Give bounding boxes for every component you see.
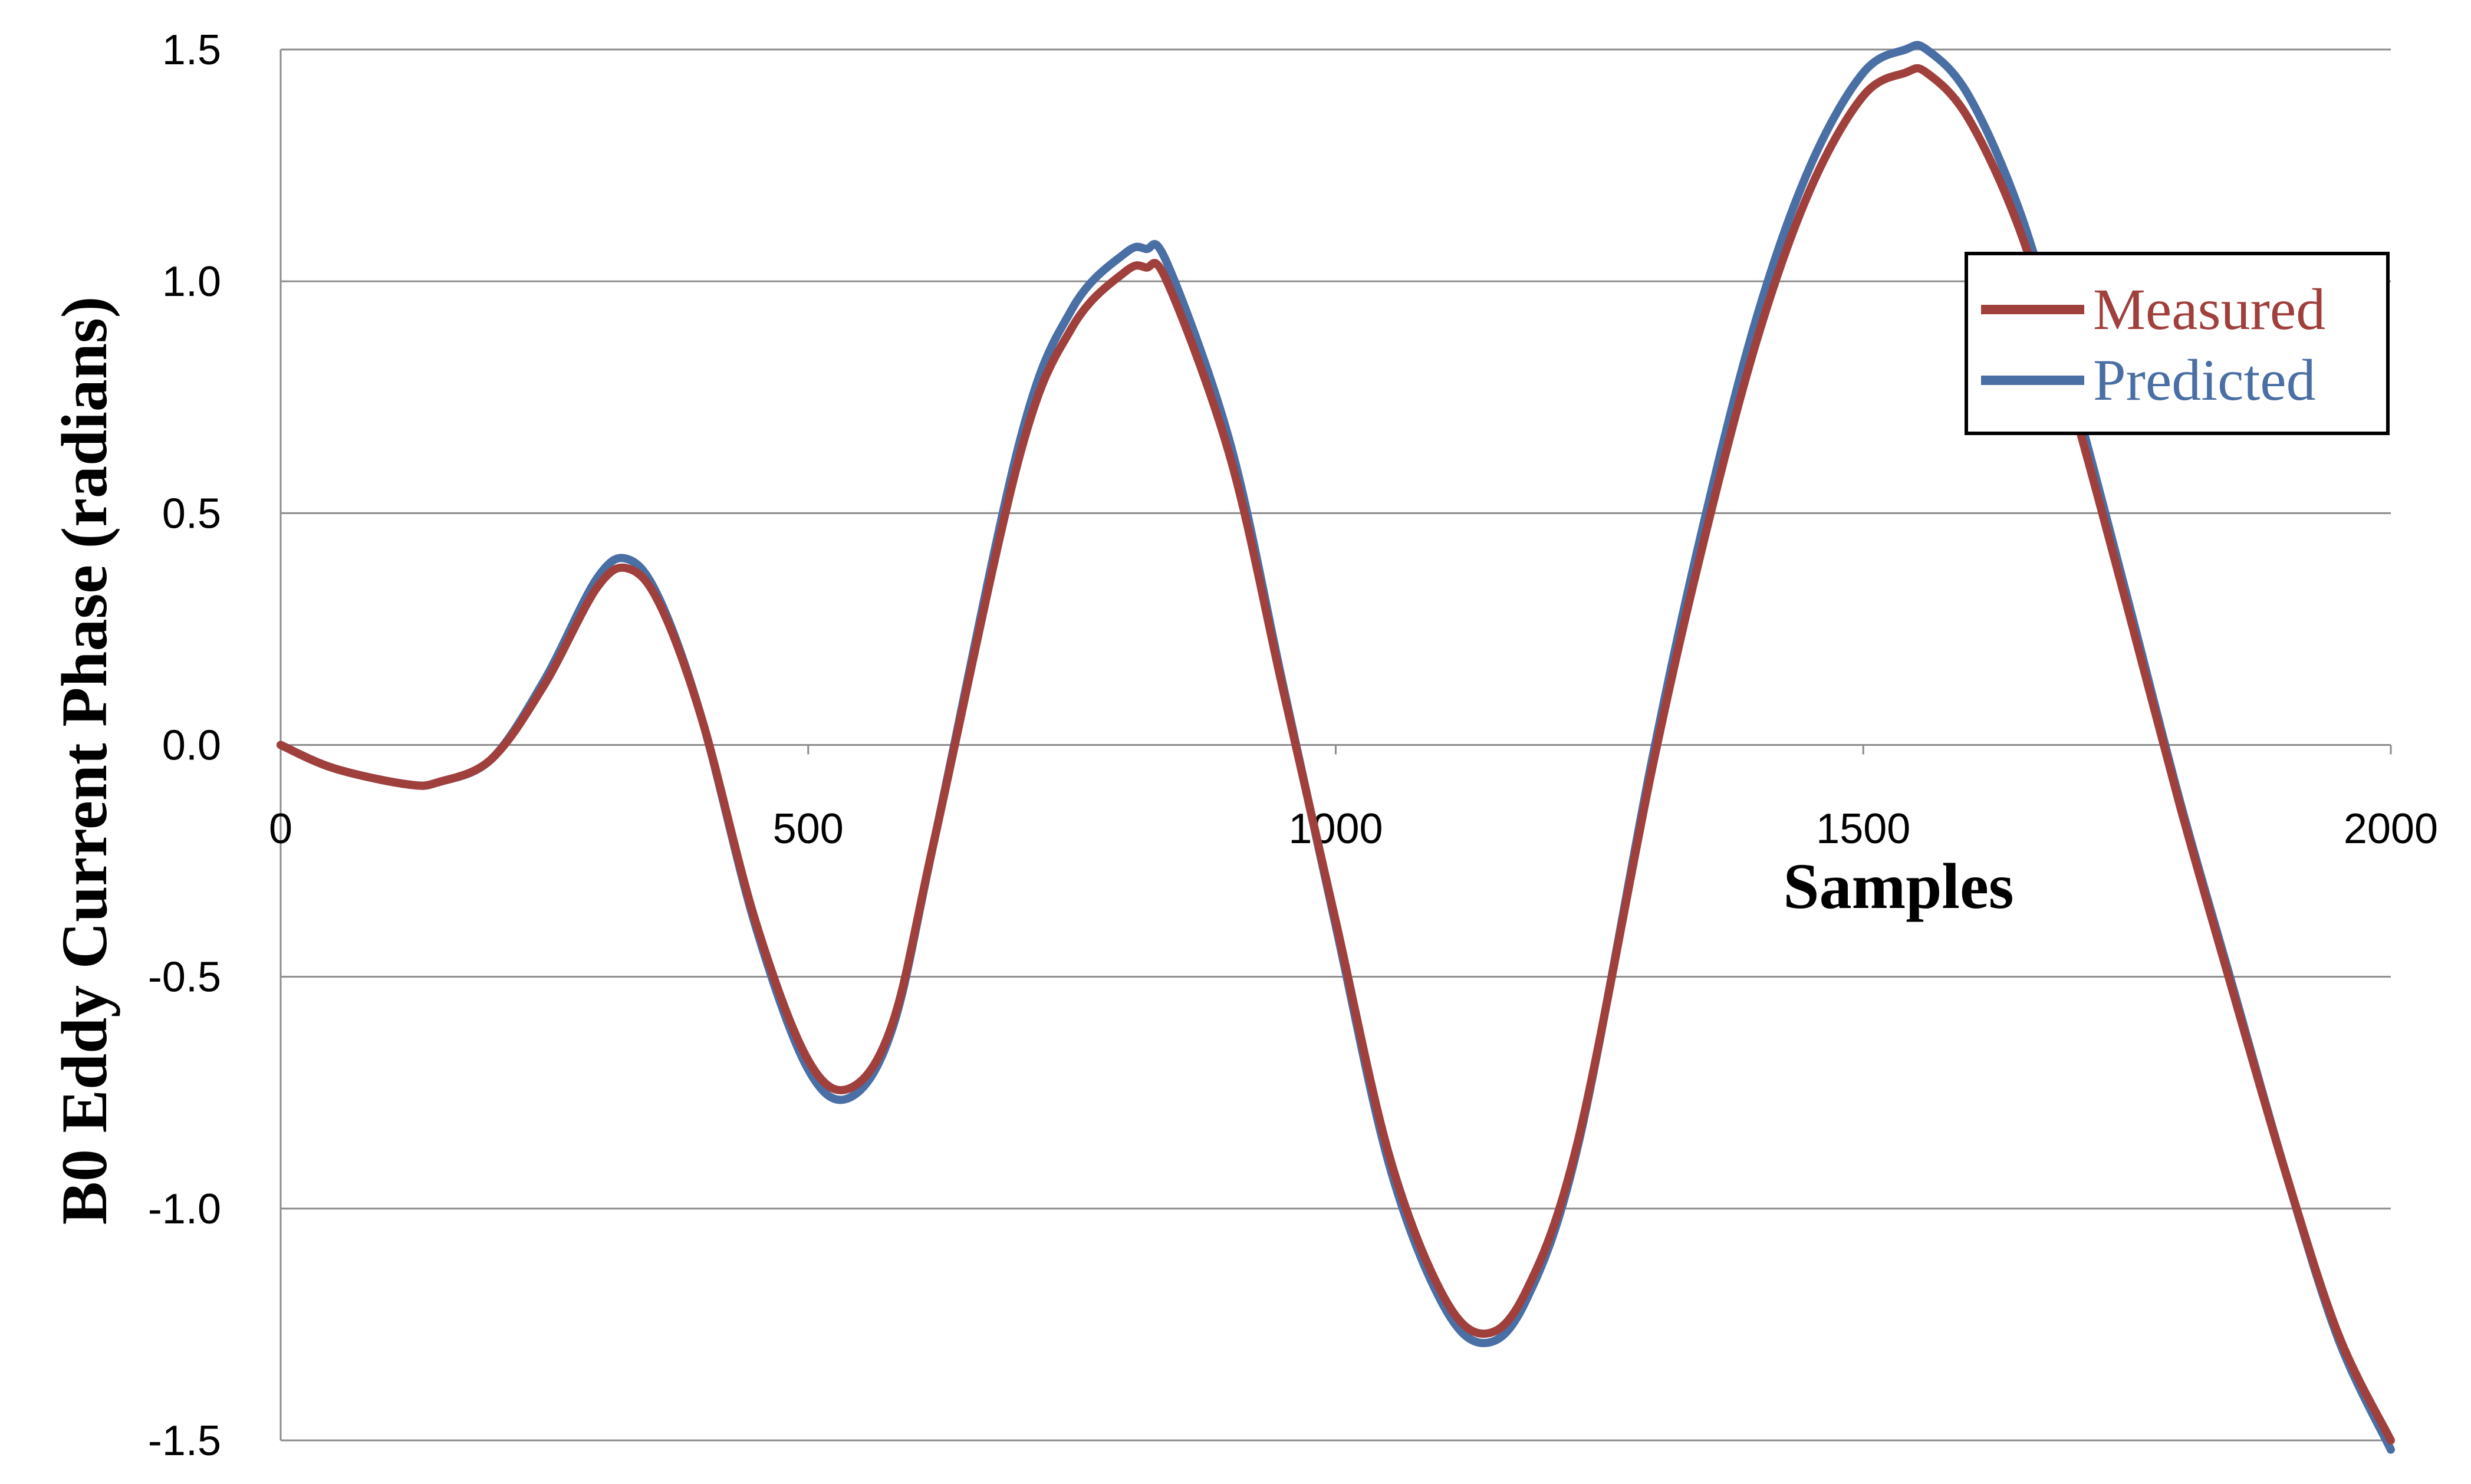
x-tick-label: 0 xyxy=(269,805,292,853)
y-axis-ticks: 1.5 1.0 0.5 0.0 -0.5 -1.0 -1.5 xyxy=(148,27,221,1465)
y-axis-label: B0 Eddy Current Phase (radians) xyxy=(48,297,120,1225)
legend: Measured Predicted xyxy=(1965,252,2390,435)
y-tick-label: 1.5 xyxy=(162,27,221,74)
x-axis-label: Samples xyxy=(1783,850,2013,922)
y-tick-label: -1.5 xyxy=(148,1417,221,1465)
y-tick-label: -1.0 xyxy=(148,1186,221,1233)
x-tick-label: 500 xyxy=(773,805,844,853)
y-tick-label: 0.5 xyxy=(162,490,221,537)
y-tick-label: 1.0 xyxy=(162,258,221,305)
x-tick-label: 1500 xyxy=(1816,805,1910,853)
grid-lines xyxy=(281,48,2391,1442)
y-tick-label: 0.0 xyxy=(162,722,221,769)
legend-label-measured: Measured xyxy=(2093,277,2325,342)
x-tick-label: 2000 xyxy=(2344,805,2438,853)
legend-label-predicted: Predicted xyxy=(2093,347,2316,413)
legend-box xyxy=(1965,252,2390,435)
y-tick-label: -0.5 xyxy=(148,954,221,1001)
x-axis-ticks: 0 500 1000 1500 2000 xyxy=(269,745,2438,853)
x-tick-label: 1000 xyxy=(1288,805,1383,853)
